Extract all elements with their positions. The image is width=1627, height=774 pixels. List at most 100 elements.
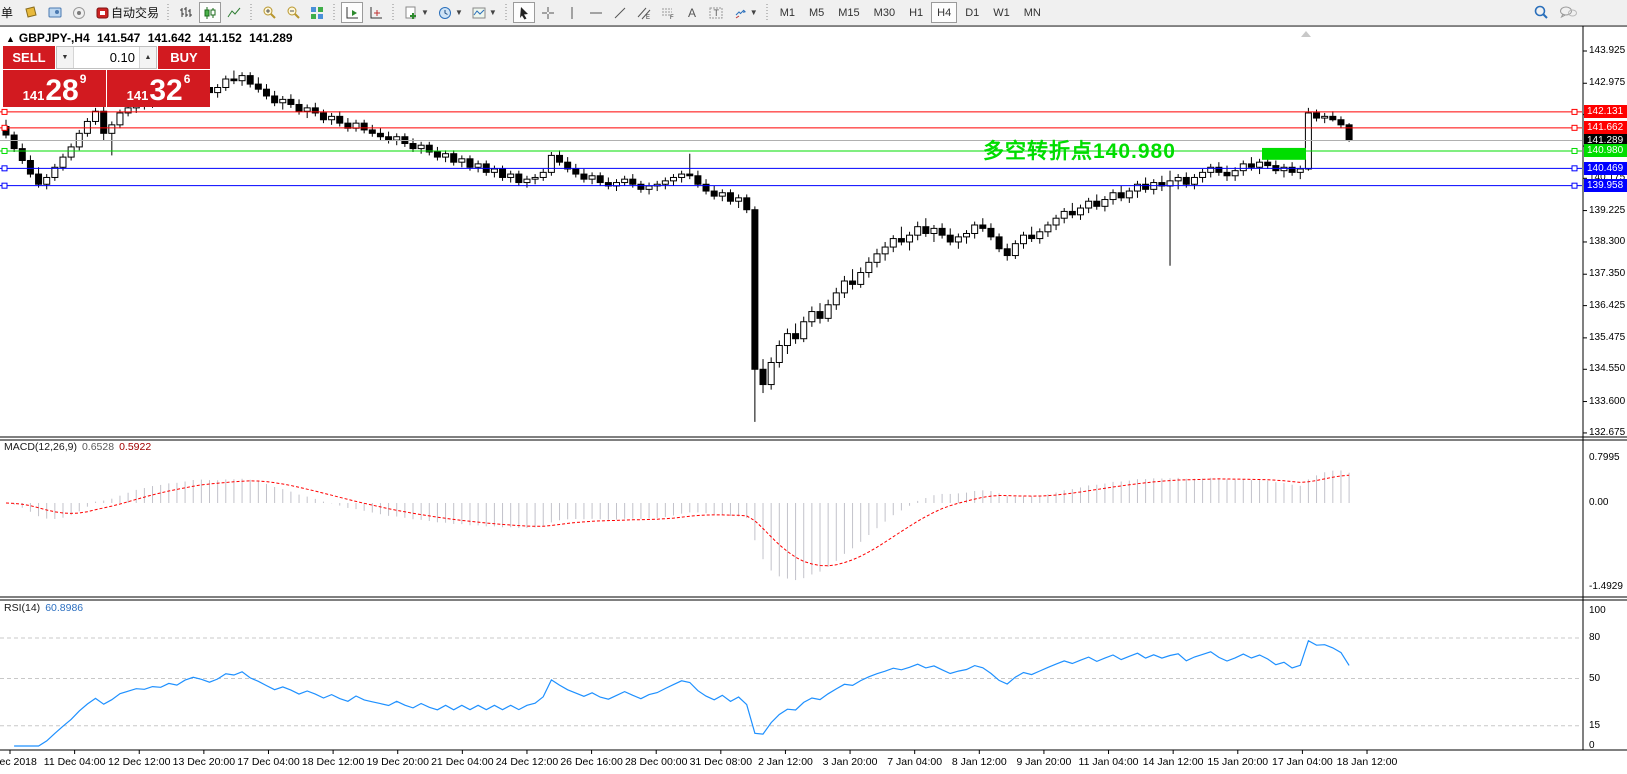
- candle-body: [971, 224, 979, 234]
- hline-handle-left[interactable]: [1, 108, 8, 115]
- hline-handle-right[interactable]: [1571, 108, 1578, 115]
- tf-button-M1[interactable]: M1: [774, 2, 801, 23]
- time-axis-label: 21 Dec 04:00: [431, 756, 494, 768]
- candle-body: [214, 86, 222, 94]
- chat-button[interactable]: [1555, 2, 1581, 23]
- candle-body: [303, 107, 311, 112]
- chart-shift-icon: [368, 5, 384, 21]
- toolbar: 单 自动交易 ▼ ▼ ▼ E F A T ▼ M1: [0, 0, 1627, 26]
- text-button[interactable]: A: [681, 2, 703, 23]
- search-button[interactable]: [1529, 2, 1553, 23]
- time-axis-label: 17 Dec 04:00: [237, 756, 300, 768]
- candle-body: [995, 236, 1003, 250]
- indicators-button[interactable]: ▼: [400, 2, 432, 23]
- signals-button[interactable]: [68, 2, 90, 23]
- tf-button-H1[interactable]: H1: [903, 2, 929, 23]
- zoom-in-button[interactable]: [258, 2, 280, 23]
- terminal-button[interactable]: [44, 2, 66, 23]
- new-order-button[interactable]: 单: [0, 2, 18, 23]
- candlestick-chart-button[interactable]: [199, 2, 222, 23]
- buy-button[interactable]: BUY: [157, 46, 210, 69]
- sell-button[interactable]: SELL: [3, 46, 56, 69]
- candle-body: [1068, 210, 1076, 216]
- candle-body: [230, 78, 238, 82]
- tile-windows-button[interactable]: [306, 2, 328, 23]
- chart-shift-marker[interactable]: [1301, 31, 1311, 37]
- periods-button[interactable]: ▼: [434, 2, 466, 23]
- toolbar-separator: [765, 3, 771, 22]
- autotrading-button[interactable]: 自动交易: [92, 2, 162, 23]
- hline-handle-left[interactable]: [1, 182, 8, 189]
- hline-handle-left[interactable]: [1, 165, 8, 172]
- symbol-header[interactable]: ▲ GBPJPY-,H4 141.547 141.642 141.152 141.…: [6, 31, 297, 45]
- vertical-line-button[interactable]: [561, 2, 583, 23]
- tf-button-H4[interactable]: H4: [931, 2, 958, 23]
- price-tick-label: 138.300: [1589, 235, 1626, 247]
- chart-shift-button[interactable]: [365, 2, 387, 23]
- volume-down-button[interactable]: ▼: [57, 47, 74, 68]
- tf-button-W1[interactable]: W1: [987, 2, 1016, 23]
- zoom-out-button[interactable]: [282, 2, 304, 23]
- tf-button-M15[interactable]: M15: [832, 2, 865, 23]
- collapse-panel-icon[interactable]: ▲: [6, 34, 15, 44]
- candle-body: [759, 368, 767, 386]
- auto-scroll-button[interactable]: [341, 2, 364, 23]
- volume-input[interactable]: 0.10: [109, 50, 135, 65]
- dropdown-caret-icon: ▼: [749, 8, 758, 17]
- tf-button-D1[interactable]: D1: [959, 2, 985, 23]
- macd-name: MACD(12,26,9): [4, 441, 77, 453]
- toolbar-separator: [392, 3, 398, 22]
- fibonacci-button[interactable]: F: [657, 2, 679, 23]
- cursor-button[interactable]: [512, 2, 535, 23]
- arrows-button[interactable]: ▼: [729, 2, 761, 23]
- rsi-line: [14, 639, 1350, 747]
- hline-handle-left[interactable]: [1, 124, 8, 131]
- candle-body: [1313, 112, 1321, 119]
- sell-price[interactable]: 141 28 9: [3, 70, 106, 107]
- candle-body: [116, 112, 124, 126]
- journal-button[interactable]: [20, 2, 42, 23]
- text-icon: A: [684, 5, 700, 21]
- crosshair-button[interactable]: [537, 2, 559, 23]
- volume-up-button[interactable]: ▲: [139, 47, 156, 68]
- hline-handle-right[interactable]: [1571, 147, 1578, 154]
- candle-body: [637, 183, 645, 190]
- candle-body: [1321, 115, 1329, 119]
- candle-body: [1288, 166, 1296, 173]
- equidistant-channel-button[interactable]: E: [633, 2, 655, 23]
- tf-button-MN[interactable]: MN: [1018, 2, 1047, 23]
- templates-button[interactable]: ▼: [468, 2, 500, 23]
- candle-body: [515, 173, 523, 184]
- horizontal-line-button[interactable]: [585, 2, 607, 23]
- candle-body: [865, 261, 873, 274]
- candle-body: [376, 132, 384, 138]
- line-chart-button[interactable]: [223, 2, 245, 23]
- candle-body: [1125, 190, 1133, 199]
- candle-body: [108, 124, 116, 134]
- hline-handle-right[interactable]: [1571, 165, 1578, 172]
- candle-body: [669, 176, 677, 182]
- vertical-line-icon: [564, 5, 580, 21]
- candle-body: [1101, 199, 1109, 207]
- highlight-rectangle[interactable]: [1262, 147, 1306, 160]
- periods-icon: [437, 5, 453, 21]
- tile-windows-icon: [309, 5, 325, 21]
- time-axis-label: 15 Jan 20:00: [1207, 756, 1269, 768]
- candle-body: [1044, 224, 1052, 233]
- trendline-button[interactable]: [609, 2, 631, 23]
- hline-handle-right[interactable]: [1571, 182, 1578, 189]
- buy-price[interactable]: 141 32 6: [107, 70, 210, 107]
- sell-price-pip: 9: [79, 72, 87, 86]
- text-label-button[interactable]: T: [705, 2, 727, 23]
- candle-body: [523, 178, 531, 184]
- candle-body: [743, 197, 751, 211]
- buy-price-pip: 6: [183, 72, 191, 86]
- price-badge: 141.289: [1584, 133, 1627, 147]
- hline-handle-left[interactable]: [1, 147, 8, 154]
- candle-body: [547, 154, 555, 173]
- chart-annotation-text[interactable]: 多空转折点140.980: [983, 140, 1176, 163]
- bar-chart-button[interactable]: [175, 2, 197, 23]
- tf-button-M30[interactable]: M30: [868, 2, 901, 23]
- hline-handle-right[interactable]: [1571, 124, 1578, 131]
- tf-button-M5[interactable]: M5: [803, 2, 830, 23]
